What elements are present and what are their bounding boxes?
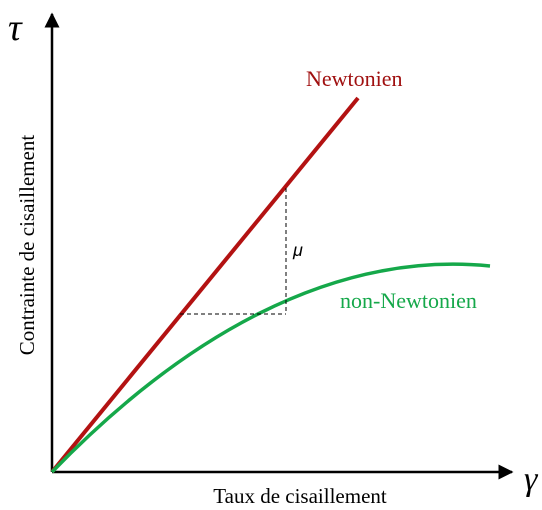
y-label: Contrainte de cisaillement [15,135,39,356]
non-newtonian-label: non-Newtonien [340,288,477,313]
x-symbol: γ̇ [524,461,542,498]
x-label: Taux de cisaillement [213,484,387,508]
y-symbol: τ [8,7,23,49]
newtonian-label: Newtonien [306,66,403,91]
mu-label: μ [292,240,303,260]
newtonian-line [50,96,360,474]
